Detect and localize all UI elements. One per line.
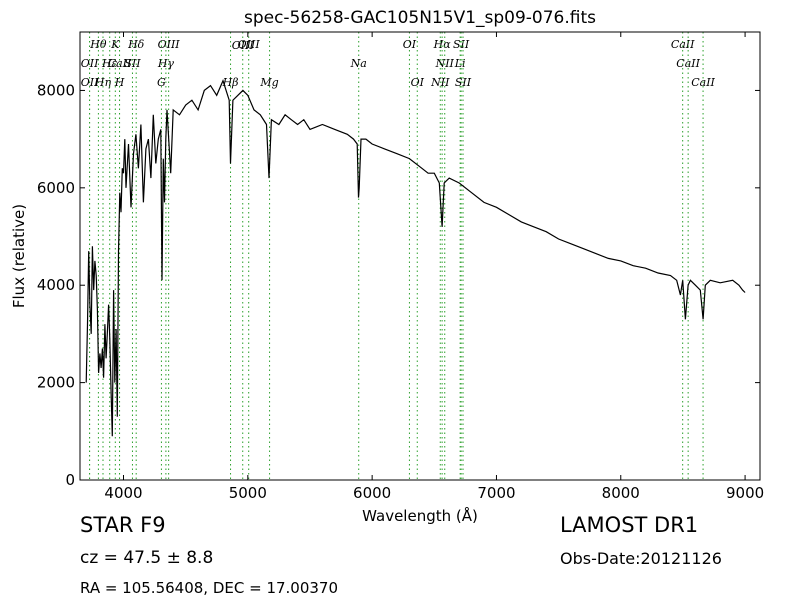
y-axis-label: Flux (relative) xyxy=(10,204,28,308)
spectral-line-label: CaII xyxy=(691,76,715,89)
survey-name: LAMOST DR1 xyxy=(560,513,699,537)
spectral-line-label: Hε xyxy=(101,57,118,70)
x-tick-label: 7000 xyxy=(477,484,515,502)
spectral-line-label: Hδ xyxy=(127,38,145,51)
redshift-cz: cz = 47.5 ± 8.8 xyxy=(80,548,214,568)
spectral-line-label: SII xyxy=(453,38,470,51)
y-tick-label: 2000 xyxy=(37,374,75,392)
spectral-line-label: OI xyxy=(411,76,425,89)
plot-frame xyxy=(79,31,761,481)
spectral-line-label: SII xyxy=(124,57,141,70)
spectral-line-label: OII xyxy=(81,76,99,89)
spectral-line-label: OI xyxy=(403,38,417,51)
object-class: STAR F9 xyxy=(80,513,166,537)
spectral-line-label: Mg xyxy=(259,76,278,89)
spectrum-line xyxy=(85,78,746,437)
spectral-line-label: OIII xyxy=(232,39,255,52)
spectral-line-label: Hγ xyxy=(157,57,175,70)
spectral-line-label: NII xyxy=(435,57,455,70)
spectral-line-label: Hβ xyxy=(222,76,239,89)
spectral-line-label: Li xyxy=(454,57,466,70)
spectral-line-label: CaII xyxy=(676,57,700,70)
spectral-line-label: NII xyxy=(430,76,450,89)
y-tick-label: 4000 xyxy=(37,276,75,294)
y-tick-label: 0 xyxy=(65,471,75,489)
spectral-line-label: Na xyxy=(350,57,367,70)
x-tick-label: 6000 xyxy=(353,484,391,502)
spectral-line-label: OIII xyxy=(158,38,181,51)
obs-date: Obs-Date:20121126 xyxy=(560,549,722,568)
chart-title: spec-56258-GAC105N15V1_sp09-076.fits xyxy=(244,8,596,28)
axis-ticks: 4000 5000 6000 7000 8000 9000 0 2000 4000 6000 800… xyxy=(37,32,764,502)
spectral-line-label: CaII xyxy=(671,38,695,51)
spectral-line-label: SII xyxy=(455,76,472,89)
spectral-line-label: H xyxy=(114,76,125,89)
y-tick-label: 6000 xyxy=(37,179,75,197)
x-tick-label: 8000 xyxy=(602,484,640,502)
spectral-line-label: G xyxy=(157,76,166,89)
x-axis-label: Wavelength (Å) xyxy=(362,506,478,525)
x-tick-label: 9000 xyxy=(726,484,764,502)
spectral-line-label: Hη xyxy=(94,76,112,89)
x-tick-label: 5000 xyxy=(229,484,267,502)
y-tick-label: 8000 xyxy=(37,81,75,99)
spectral-line-label: K xyxy=(110,38,120,51)
spectral-line-label: OIII xyxy=(238,38,261,51)
ra-dec: RA = 105.56408, DEC = 17.00370 xyxy=(80,579,339,597)
x-tick-label: 4000 xyxy=(104,484,142,502)
spectral-line-label: Hθ xyxy=(89,38,107,51)
spectral-line-label: Hα xyxy=(433,38,452,51)
